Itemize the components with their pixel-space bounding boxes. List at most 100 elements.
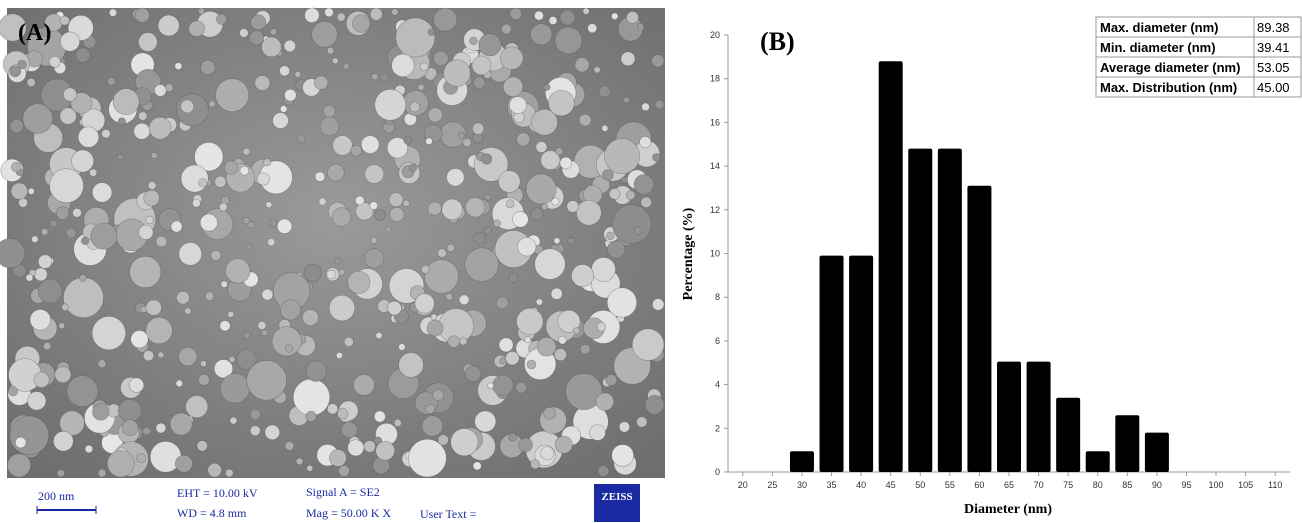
grain — [38, 255, 52, 269]
grain — [107, 78, 115, 86]
grain — [66, 228, 76, 238]
grain — [304, 264, 321, 281]
bar — [1027, 362, 1051, 472]
grain — [485, 194, 491, 200]
grain — [410, 102, 420, 112]
grain — [255, 75, 270, 90]
y-tick-label: 6 — [715, 336, 720, 346]
grain — [102, 129, 111, 138]
grain — [176, 291, 189, 304]
grain — [49, 56, 60, 67]
x-tick-label: 85 — [1122, 480, 1132, 490]
grain — [8, 387, 17, 396]
grain — [137, 454, 146, 463]
grain — [351, 145, 362, 156]
grain — [560, 10, 575, 25]
grain — [421, 265, 429, 273]
grain — [512, 211, 528, 227]
bar — [938, 149, 962, 472]
grain — [92, 183, 112, 203]
grain — [148, 182, 156, 190]
grain — [98, 469, 106, 477]
grain — [343, 63, 349, 69]
grain — [175, 455, 192, 472]
grain — [273, 113, 289, 129]
grain — [428, 202, 441, 215]
grain — [608, 241, 625, 258]
grain — [327, 270, 336, 279]
page: (A) 200 nm EHT = 10.00 kV WD = 4.8 mm Si… — [0, 0, 1302, 523]
grain — [284, 40, 296, 52]
grain — [591, 257, 615, 281]
y-tick-label: 18 — [710, 74, 720, 84]
grain — [451, 428, 478, 455]
grain — [296, 458, 303, 465]
grain — [224, 161, 238, 175]
grain — [27, 392, 46, 411]
grain — [134, 123, 150, 139]
grain — [496, 297, 508, 309]
grain — [229, 356, 235, 362]
table-label: Max. Distribution (nm) — [1100, 80, 1237, 95]
y-tick-label: 0 — [715, 467, 720, 477]
grain — [225, 469, 233, 477]
grain — [544, 84, 550, 90]
grain — [370, 8, 382, 20]
grain — [216, 14, 226, 24]
grain — [186, 396, 208, 418]
grain — [602, 170, 613, 181]
grain — [408, 439, 446, 477]
grain — [484, 227, 492, 235]
grain — [465, 198, 484, 217]
y-axis-label: Percentage (%) — [681, 207, 696, 300]
grain — [325, 8, 334, 17]
grain — [197, 441, 208, 452]
grain — [506, 351, 520, 365]
grain — [258, 322, 266, 330]
grain — [26, 274, 33, 281]
grain — [249, 31, 263, 45]
grain — [370, 202, 378, 210]
y-tick-label: 16 — [710, 117, 720, 127]
logo-box — [594, 484, 640, 522]
grain — [433, 389, 444, 400]
table-label: Min. diameter (nm) — [1100, 40, 1216, 55]
panel-label: (A) — [18, 20, 51, 46]
grain — [425, 260, 459, 294]
grain — [323, 105, 335, 117]
grain — [399, 344, 406, 351]
y-tick-label: 8 — [715, 292, 720, 302]
grain — [619, 422, 629, 432]
grain — [472, 123, 483, 134]
bar — [967, 186, 991, 472]
grain — [637, 417, 647, 427]
grain — [305, 8, 320, 23]
y-tick-label: 10 — [710, 249, 720, 259]
grain — [364, 249, 384, 269]
grain — [53, 431, 73, 451]
grain — [243, 217, 250, 224]
grain — [81, 237, 89, 245]
grain — [458, 132, 464, 138]
x-tick-label: 60 — [974, 480, 984, 490]
grain — [63, 278, 103, 318]
grain — [30, 309, 51, 330]
grain — [517, 308, 544, 335]
grain — [655, 100, 664, 109]
grain — [474, 232, 486, 244]
y-tick-label: 2 — [715, 423, 720, 433]
grain — [517, 133, 530, 146]
grain — [448, 336, 460, 348]
grain — [588, 24, 597, 33]
grain — [354, 375, 375, 396]
grain — [537, 337, 556, 356]
grain — [509, 97, 526, 114]
bar — [908, 149, 932, 472]
grain — [267, 238, 274, 245]
grain — [220, 321, 231, 332]
grain — [220, 374, 249, 403]
grain — [280, 106, 287, 113]
grain — [472, 56, 491, 75]
grain — [295, 71, 301, 77]
grain — [11, 162, 21, 172]
